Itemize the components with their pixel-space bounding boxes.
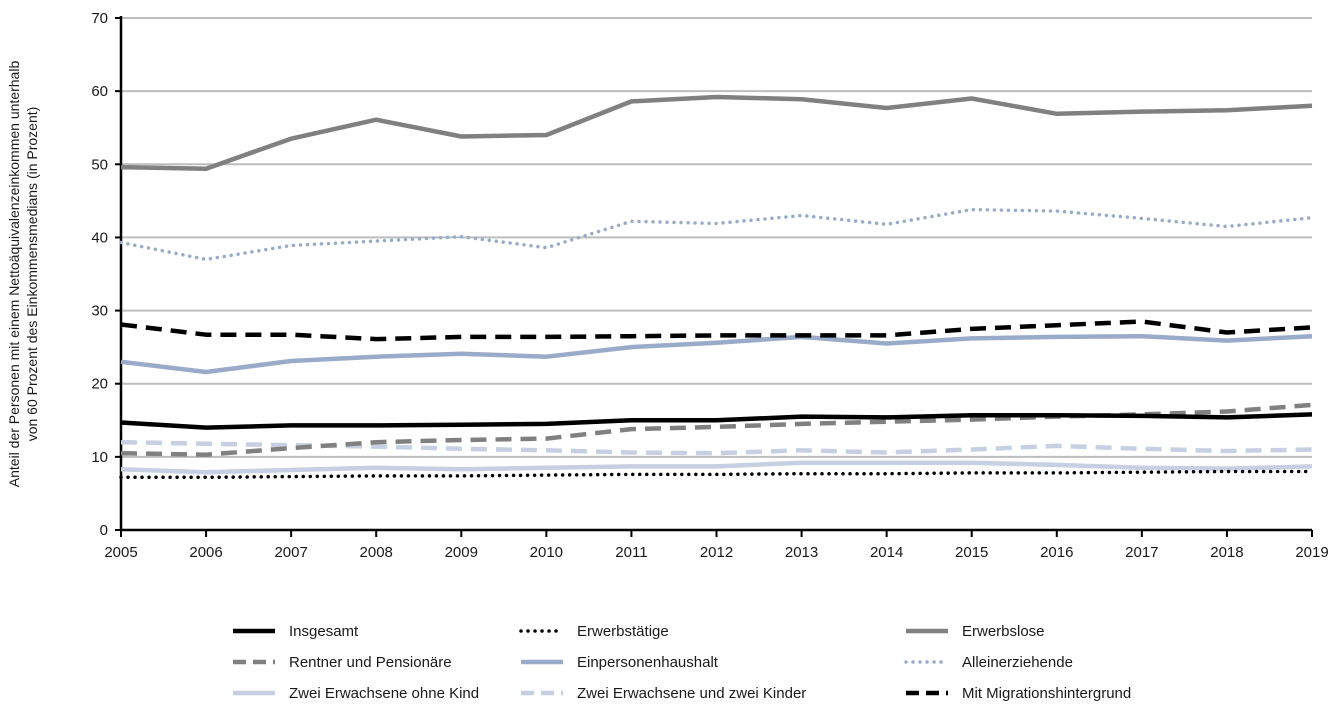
series-line (120, 412, 1313, 430)
series-line (120, 94, 1313, 171)
y-axis-title: Anteil der Personen mit einem Nettoäquiv… (6, 61, 40, 488)
y-tick-label: 0 (100, 522, 108, 539)
y-tick-label: 70 (91, 10, 108, 27)
series-line (119, 469, 1314, 480)
x-tick-label: 2010 (530, 544, 563, 561)
tick-labels: 0 10 20 30 40 50 60 70 2005 2006 2007 2008 2009 2010 2… (91, 10, 1328, 561)
x-tick-label: 2015 (955, 544, 988, 561)
x-tick-label: 2008 (360, 544, 393, 561)
legend-label: Rentner und Pensionäre (289, 654, 452, 671)
legend-label: Zwei Erwachsene ohne Kind (289, 685, 479, 702)
y-tick-label: 10 (91, 449, 108, 466)
x-tick-label: 2013 (785, 544, 818, 561)
x-tick-label: 2009 (445, 544, 478, 561)
legend-label: Zwei Erwachsene und zwei Kinder (577, 685, 806, 702)
x-tick-label: 2012 (700, 544, 733, 561)
legend-label: Insgesamt (289, 623, 359, 640)
x-tick-label: 2018 (1210, 544, 1243, 561)
y-tick-label: 20 (91, 376, 108, 393)
x-tick-label: 2016 (1040, 544, 1073, 561)
y-tick-label: 60 (91, 83, 108, 100)
y-axis-title-line-1: Anteil der Personen mit einem Nettoäquiv… (6, 61, 22, 488)
legend-label: Alleinerziehende (962, 654, 1073, 671)
x-tick-label: 2017 (1125, 544, 1158, 561)
series-line (120, 460, 1313, 475)
y-tick-label: 40 (91, 229, 108, 246)
legend: Insgesamt Erwerbstätige Erwerbslose Rentner… (233, 623, 1131, 702)
series-line (120, 333, 1313, 375)
x-tick-label: 2007 (274, 544, 307, 561)
x-tick-label: 2014 (870, 544, 903, 561)
legend-label: Einpersonenhaushalt (577, 654, 719, 671)
axes (115, 16, 1313, 537)
legend-label: Erwerbstätige (577, 623, 669, 640)
x-tick-label: 2005 (104, 544, 137, 561)
x-tick-label: 2011 (615, 544, 647, 561)
x-tick-label: 2019 (1295, 544, 1328, 561)
legend-label: Mit Migrationshintergrund (962, 685, 1131, 702)
y-axis-title-line-2: von 60 Prozent des Einkommensmedians (in… (24, 107, 40, 442)
grid-lines (121, 17, 1312, 458)
series-lines (119, 94, 1314, 480)
legend-label: Erwerbslose (962, 623, 1045, 640)
x-tick-label: 2006 (189, 544, 222, 561)
series-line (119, 207, 1314, 262)
y-tick-label: 30 (91, 303, 108, 320)
y-tick-label: 50 (91, 156, 108, 173)
